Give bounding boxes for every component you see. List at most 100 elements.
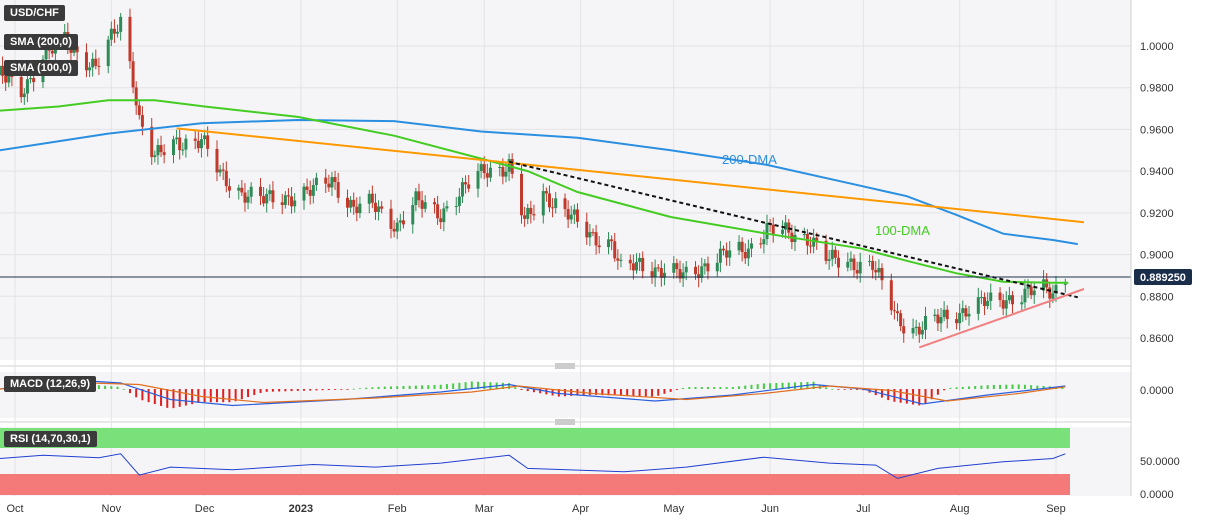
candle	[88, 62, 92, 78]
macd-bar	[905, 389, 908, 404]
rsi-overbought-band	[0, 428, 1070, 448]
macd-bar	[632, 389, 635, 397]
symbol-legend[interactable]: USD/CHF	[4, 5, 65, 21]
macd-bar	[309, 389, 312, 391]
candle	[588, 223, 592, 247]
macd-bar	[501, 382, 504, 389]
candle	[896, 303, 900, 322]
macd-bar	[147, 389, 150, 403]
candle	[175, 129, 179, 145]
candle	[846, 252, 850, 272]
candle	[433, 197, 437, 214]
candle	[628, 254, 632, 271]
candle	[395, 217, 399, 240]
grid	[0, 0, 1131, 496]
candle	[697, 265, 701, 288]
candle	[377, 200, 381, 221]
candle	[314, 172, 318, 191]
macd-bar	[104, 385, 107, 389]
candle	[109, 21, 113, 47]
macd-bar	[912, 389, 915, 405]
candle	[119, 13, 123, 41]
macd-bar	[781, 382, 784, 389]
candle	[979, 290, 983, 305]
candle	[1004, 291, 1008, 318]
candle	[749, 237, 753, 258]
macd-bar	[843, 389, 846, 390]
macd-bar	[943, 389, 946, 391]
macd-bar	[178, 389, 181, 407]
macd-bar	[514, 387, 517, 389]
candle	[112, 19, 116, 43]
candle	[544, 187, 548, 202]
macd-bar	[296, 389, 299, 391]
macd-bar	[470, 381, 473, 389]
candle	[529, 200, 533, 224]
candle	[0, 65, 1, 76]
macd-bar	[352, 388, 355, 390]
candle	[203, 129, 207, 145]
candle	[520, 164, 524, 224]
candle	[575, 203, 579, 228]
price-axis: 1.0000 0.9800 0.9600 0.9400 0.9200 0.9000 0.88…	[1130, 0, 1174, 496]
candle	[989, 283, 993, 310]
macd-bar	[526, 389, 529, 392]
macd-bar	[713, 387, 716, 389]
macd-bar	[769, 383, 772, 389]
candle	[650, 261, 654, 285]
macd-bar	[967, 386, 970, 389]
candle	[476, 163, 480, 198]
macd-bar	[315, 389, 318, 391]
macd-legend[interactable]: MACD (12,26,9)	[4, 376, 97, 392]
support-trendline	[918, 288, 1085, 349]
x-tick-label: Mar	[475, 503, 494, 515]
panel-divider[interactable]	[0, 419, 1131, 425]
candle	[246, 189, 250, 210]
macd-bar	[619, 389, 622, 396]
macd-bar	[644, 389, 647, 397]
macd-bar	[390, 386, 393, 389]
candle	[305, 178, 309, 194]
candle	[243, 183, 247, 212]
rsi-legend[interactable]: RSI (14,70,30,1)	[4, 431, 97, 447]
candle	[672, 256, 676, 279]
macd-bar	[122, 389, 125, 390]
candle	[849, 251, 853, 271]
candle	[196, 131, 200, 153]
macd-bar	[402, 386, 405, 389]
candle	[358, 196, 362, 219]
candle	[809, 236, 813, 254]
macd-bar	[97, 385, 100, 389]
sma200-legend[interactable]: SMA (200,0)	[4, 34, 78, 50]
candle	[681, 263, 685, 288]
candle	[610, 235, 614, 251]
macd-bar	[477, 381, 480, 389]
candle	[345, 189, 349, 218]
candle	[286, 188, 290, 206]
macd-bar	[557, 389, 560, 397]
macd-bar	[116, 386, 119, 389]
candle	[706, 256, 710, 280]
candle	[743, 243, 747, 264]
x-tick-label: May	[663, 503, 684, 515]
macd-bar	[595, 389, 598, 395]
macd-bar	[340, 389, 343, 390]
sma100-legend[interactable]: SMA (100,0)	[4, 60, 78, 76]
macd-bar	[849, 389, 852, 390]
macd-bar	[483, 382, 486, 389]
panel-divider[interactable]	[0, 363, 1131, 369]
current-price-tag: 0.889250	[1134, 268, 1192, 285]
macd-bar	[520, 389, 523, 390]
macd-bar	[172, 389, 175, 409]
candle	[914, 319, 918, 337]
candle	[616, 249, 620, 270]
macd-signal-line	[0, 382, 1066, 404]
candle	[336, 172, 340, 204]
candle	[852, 254, 856, 278]
x-tick-label: Jul	[856, 503, 870, 515]
macd-bar	[961, 386, 964, 389]
candle	[442, 202, 446, 232]
macd-bar	[508, 383, 511, 389]
candle	[106, 35, 110, 74]
candle	[638, 253, 642, 271]
